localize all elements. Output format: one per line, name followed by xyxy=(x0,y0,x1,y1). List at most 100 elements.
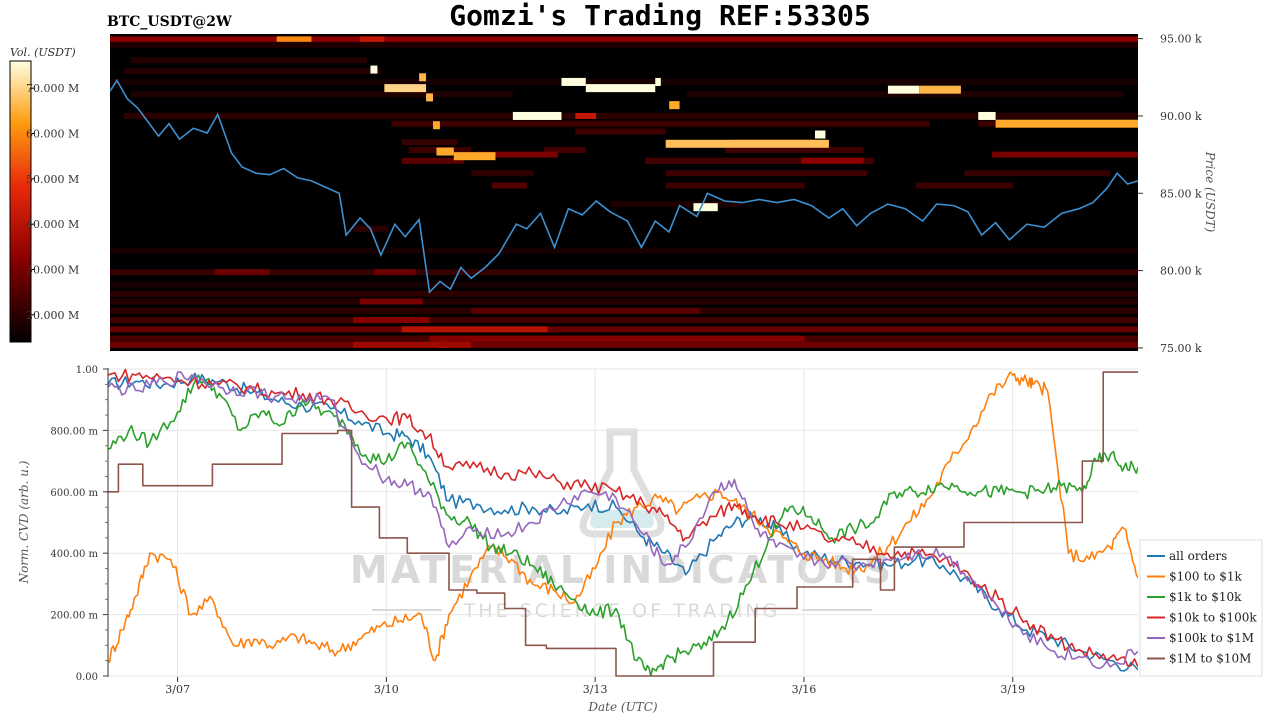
heat-band xyxy=(130,91,513,98)
order-wall xyxy=(512,111,562,120)
legend: all orders $100 to $1k $1k to $10k $10k to … xyxy=(1139,539,1263,677)
order-wall xyxy=(426,93,433,102)
cvd-panel: 1.00 800.00 m 600.00 m 400.00 m 200.00 m 0.00… xyxy=(17,365,1138,714)
heat-band xyxy=(544,146,586,153)
cvd-x-axis-label: Date (UTC) xyxy=(587,700,657,714)
heat-band xyxy=(110,269,1138,276)
price-tick-label: 90.00 k xyxy=(1160,110,1202,123)
heat-band xyxy=(353,341,472,348)
heat-band xyxy=(110,41,1138,48)
heat-band xyxy=(665,182,805,189)
heat-band xyxy=(110,290,1138,297)
colorbar-tick-label: 50.000 M xyxy=(26,173,79,186)
heat-band xyxy=(360,298,423,305)
heat-band xyxy=(471,307,701,314)
order-wall xyxy=(453,152,496,161)
heat-band xyxy=(644,157,875,164)
heat-band xyxy=(471,170,534,177)
order-wall xyxy=(815,130,826,139)
legend-label: $100 to $1k xyxy=(1169,570,1242,584)
order-wall xyxy=(693,203,718,212)
heat-band xyxy=(110,281,1138,288)
cvd-y-tick-label: 600.00 m xyxy=(50,488,98,499)
cvd-y-tick-label: 0.00 xyxy=(76,672,98,683)
heat-band xyxy=(353,317,430,324)
cvd-x-tick-label: 3/13 xyxy=(583,683,608,696)
series-line-all-orders xyxy=(108,372,1138,672)
legend-label: $10k to $100k xyxy=(1169,611,1257,625)
order-wall xyxy=(887,85,920,94)
heat-band xyxy=(110,298,1138,305)
heat-band xyxy=(610,201,743,208)
order-wall xyxy=(384,84,427,93)
cvd-y-tick-label: 1.00 xyxy=(76,365,98,376)
colorbar-tick-label: 40.000 M xyxy=(26,218,79,231)
heat-band xyxy=(214,269,270,276)
heat-band xyxy=(276,36,312,43)
colorbar-tick-label: 20.000 M xyxy=(26,309,79,322)
heat-band xyxy=(665,170,868,177)
heat-band xyxy=(401,326,548,333)
order-wall xyxy=(978,111,996,120)
order-wall xyxy=(669,101,680,110)
order-wall xyxy=(665,139,829,148)
order-wall xyxy=(655,77,661,86)
order-wall xyxy=(436,147,454,156)
heat-band xyxy=(492,182,527,189)
heat-band xyxy=(110,341,1138,348)
colorbar-label: Vol. (USDT) xyxy=(10,46,76,59)
heat-band xyxy=(915,182,1013,189)
cvd-y-axis-label: Norm. CVD (arb. u.) xyxy=(17,460,31,584)
heat-band xyxy=(110,36,1138,43)
price-axis-label: Price (USDT) xyxy=(1203,151,1217,233)
colorbar-tick-label: 70.000 M xyxy=(26,82,79,95)
heat-band xyxy=(964,170,1111,177)
price-tick-label: 75.00 k xyxy=(1160,342,1202,355)
price-line xyxy=(110,78,1138,294)
cvd-y-tick-label: 200.00 m xyxy=(50,611,98,622)
cvd-x-tick-label: 3/16 xyxy=(792,683,817,696)
main-title: Gomzi's Trading REF:53305 xyxy=(449,0,870,32)
heat-band xyxy=(992,151,1138,158)
series-line-tier-1m-10m xyxy=(108,371,1138,677)
series-line-tier-100k-1m xyxy=(108,371,1138,670)
heat-band xyxy=(401,139,458,146)
legend-label: all orders xyxy=(1169,549,1227,563)
heat-band xyxy=(110,78,1138,85)
colorbar-tick-label: 60.000 M xyxy=(26,128,79,141)
order-wall xyxy=(561,77,586,86)
cvd-x-tick-label: 3/07 xyxy=(165,683,190,696)
colorbar-tick-label: 30.000 M xyxy=(26,263,79,276)
order-wall xyxy=(585,84,656,93)
legend-label: $1M to $10M xyxy=(1169,652,1251,666)
heat-band xyxy=(724,146,864,153)
heat-band xyxy=(123,68,381,75)
order-wall xyxy=(919,85,961,94)
series-line-tier-1k-10k xyxy=(108,374,1138,677)
price-tick-label: 85.00 k xyxy=(1160,187,1202,200)
legend-box xyxy=(1139,539,1263,677)
heatmap-panel: 95.00 k 90.00 k 85.00 k 80.00 k 75.00 k Pric… xyxy=(110,33,1217,355)
order-wall xyxy=(432,121,440,130)
legend-label: $1k to $10k xyxy=(1169,590,1242,604)
series-line-tier-10k-100k xyxy=(108,368,1138,668)
heat-band xyxy=(373,269,416,276)
price-tick-label: 95.00 k xyxy=(1160,33,1202,46)
legend-label: $100k to $1M xyxy=(1169,631,1254,645)
cvd-x-tick-label: 3/10 xyxy=(374,683,399,696)
heat-band xyxy=(360,36,385,43)
heat-band xyxy=(110,326,1138,333)
cvd-y-tick-label: 400.00 m xyxy=(50,549,98,560)
heat-band xyxy=(130,57,367,64)
cvd-x-tick-label: 3/19 xyxy=(1000,683,1025,696)
heat-band xyxy=(429,335,805,342)
order-wall xyxy=(370,65,378,74)
price-tick-label: 80.00 k xyxy=(1160,265,1202,278)
colorbar: Vol. (USDT) 70.000 M 60.000 M 50.000 M 40.0… xyxy=(9,46,79,343)
heat-band xyxy=(110,317,1138,324)
watermark-line2: THE SCIENCE OF TRADING xyxy=(463,600,781,622)
heat-band xyxy=(110,247,1138,254)
cvd-y-tick-label: 800.00 m xyxy=(50,426,98,437)
heat-band xyxy=(801,157,864,164)
heat-band xyxy=(391,120,930,127)
